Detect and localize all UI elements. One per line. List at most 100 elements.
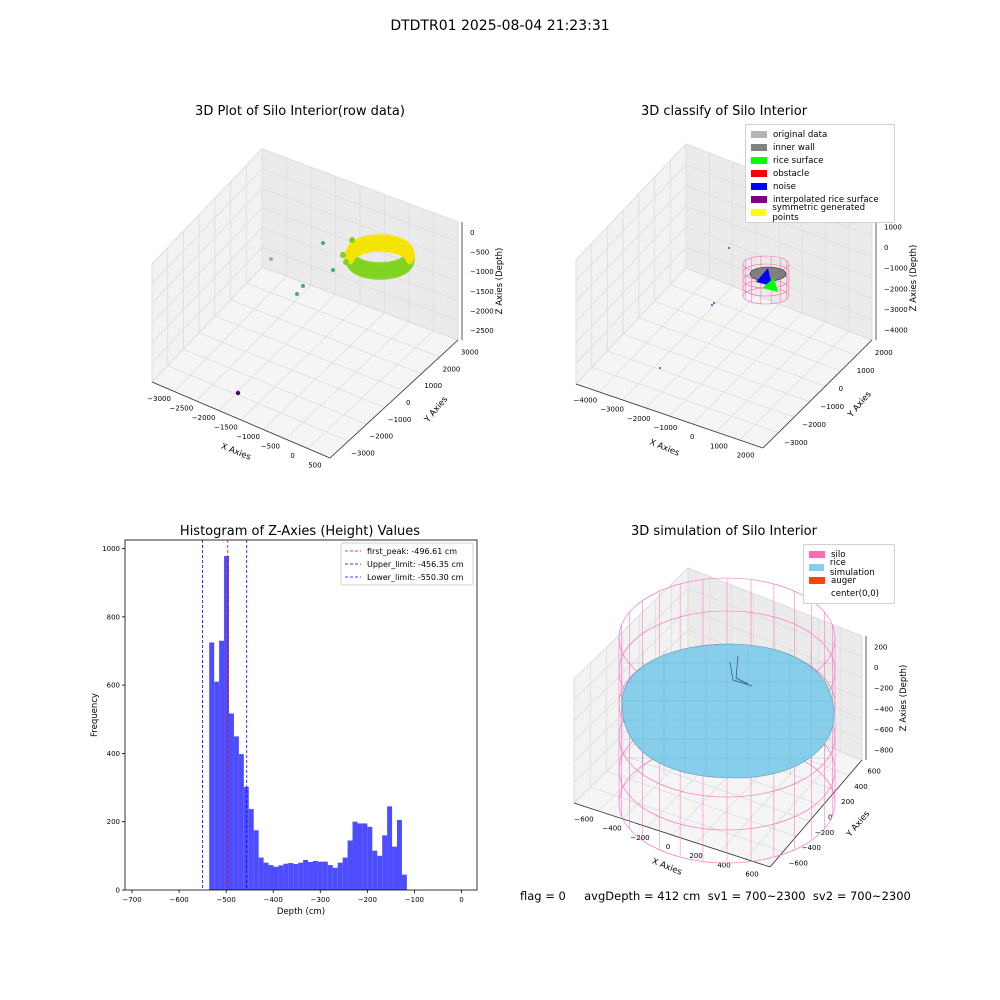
p4-z-tick-label: −400 bbox=[874, 705, 893, 713]
legend-label: interpolated rice surface bbox=[773, 194, 879, 205]
legend-item: rice surface bbox=[751, 154, 889, 167]
p4-x-tick-label: 400 bbox=[717, 861, 730, 869]
figure-title: DTDTR01 2025-08-04 21:23:31 bbox=[390, 18, 610, 34]
p1-x-tick-label: 0 bbox=[290, 452, 294, 460]
legend-swatch bbox=[751, 144, 767, 151]
y-tick-label: 600 bbox=[107, 682, 120, 690]
p2-x-tick-label: −4000 bbox=[574, 397, 598, 405]
legend-swatch bbox=[751, 209, 767, 216]
x-tick-label: −500 bbox=[217, 896, 236, 904]
p1-y-tick-label: −2000 bbox=[369, 433, 393, 441]
legend-item: noise bbox=[751, 180, 889, 193]
p1-z-tick-label: 0 bbox=[470, 229, 474, 237]
histogram-bar bbox=[233, 736, 239, 890]
p4-x-tick-label: 200 bbox=[689, 852, 702, 860]
legend-label: center(0,0) bbox=[831, 588, 880, 599]
p1-y-axis-line bbox=[329, 339, 459, 459]
p2-y-axis-line bbox=[762, 339, 873, 449]
histogram-bar bbox=[332, 867, 338, 890]
x-tick-label: −400 bbox=[264, 896, 283, 904]
legend-item: silo bbox=[809, 548, 889, 561]
p1-surface-point bbox=[353, 265, 359, 271]
p1-x-tick-label: −3000 bbox=[147, 395, 171, 403]
p2-grid-x bbox=[622, 285, 733, 401]
p4-x-tick-label: −400 bbox=[602, 825, 621, 833]
histogram-bar bbox=[288, 863, 294, 890]
p4-x-axis-line bbox=[573, 802, 771, 868]
legend-label: obstacle bbox=[773, 168, 810, 179]
p2-grid-x bbox=[692, 312, 803, 425]
histogram-bar bbox=[229, 713, 234, 890]
legend-swatch bbox=[809, 577, 825, 584]
p2-rice-surface bbox=[762, 278, 778, 292]
legend-item: inner wall bbox=[751, 141, 889, 154]
histogram-bar bbox=[273, 866, 279, 890]
p1-grid-x bbox=[173, 275, 287, 392]
p4-y-tick-label: 0 bbox=[828, 814, 832, 822]
histogram-bar bbox=[397, 820, 402, 890]
p4-y-tick-label: −600 bbox=[789, 859, 808, 867]
p1-outlier-point bbox=[269, 257, 273, 261]
p2-z-tick-label: 0 bbox=[884, 244, 888, 252]
histogram-bar bbox=[303, 859, 309, 890]
y-tick-label: 1000 bbox=[102, 545, 120, 553]
p2-y-tick-label: 0 bbox=[839, 385, 843, 393]
p1-y-tick-label: −3000 bbox=[351, 450, 375, 458]
histogram-bar bbox=[209, 642, 215, 890]
p2-x-tick-label: 0 bbox=[690, 433, 694, 441]
p4-y-tick-label: −400 bbox=[802, 844, 821, 852]
legend-item: center(0,0) bbox=[809, 587, 889, 600]
legend-item: auger bbox=[809, 574, 889, 587]
p1-grid-y bbox=[246, 283, 440, 358]
x-axis-label: Depth (cm) bbox=[277, 907, 325, 917]
p2-grid-z bbox=[575, 226, 873, 343]
status-footer: flag = 0 avgDepth = 412 cm sv1 = 700~230… bbox=[520, 889, 911, 903]
panel4-legend: silo rice simulation auger center(0,0) bbox=[803, 544, 895, 604]
legend-label: rice surface bbox=[773, 155, 824, 166]
p1-grid-y bbox=[167, 365, 349, 442]
p1-x-tick-label: −1000 bbox=[236, 433, 260, 441]
p1-z-tick-label: −1000 bbox=[470, 268, 494, 276]
histogram-bar bbox=[377, 855, 383, 890]
p1-grid-z bbox=[151, 266, 459, 383]
p2-grid-x bbox=[599, 276, 710, 393]
p2-grid-z bbox=[575, 184, 873, 302]
p1-grid-y bbox=[183, 348, 367, 425]
histogram-bar bbox=[238, 754, 244, 890]
p1-y-tick-label: 2000 bbox=[443, 365, 461, 373]
p1-grid-z bbox=[151, 207, 459, 324]
histogram-bar bbox=[382, 835, 388, 890]
histogram-bar bbox=[322, 861, 328, 890]
legend-item: original data bbox=[751, 128, 889, 141]
histogram-bar bbox=[293, 864, 299, 890]
auger bbox=[735, 655, 749, 685]
p1-grid-x bbox=[262, 312, 385, 430]
x-tick-label: −200 bbox=[358, 896, 377, 904]
p4-y-axis-label: Y Axies bbox=[844, 809, 872, 840]
legend-label: Lower_limit: -550.30 cm bbox=[367, 573, 464, 582]
legend-label: Upper_limit: -456.35 cm bbox=[367, 560, 464, 569]
p1-z-tick-label: −1500 bbox=[470, 288, 494, 296]
histogram-bar bbox=[268, 865, 274, 890]
histogram-bar bbox=[278, 865, 284, 890]
p1-y-tick-label: 3000 bbox=[461, 348, 479, 356]
histogram-bar bbox=[283, 863, 289, 890]
p2-z-tick-label: −1000 bbox=[884, 265, 908, 273]
histogram-bar bbox=[362, 823, 368, 890]
p1-surface-point bbox=[404, 246, 415, 265]
histogram-bar bbox=[337, 862, 343, 890]
legend-item: obstacle bbox=[751, 167, 889, 180]
p4-grid-z bbox=[573, 608, 863, 721]
histogram-bar bbox=[263, 862, 269, 890]
legend-swatch bbox=[809, 564, 824, 571]
p2-grid-x bbox=[739, 330, 850, 441]
panel4-title: 3D simulation of Silo Interior bbox=[631, 524, 817, 539]
p2-z-axis-label: Z Axies (Depth) bbox=[909, 245, 919, 312]
p4-z-tick-label: −600 bbox=[874, 726, 893, 734]
y-tick-label: 400 bbox=[107, 750, 120, 758]
p4-z-tick-label: −800 bbox=[874, 747, 893, 755]
p4-y-axis-line bbox=[769, 759, 863, 868]
histogram-bar bbox=[392, 846, 397, 890]
